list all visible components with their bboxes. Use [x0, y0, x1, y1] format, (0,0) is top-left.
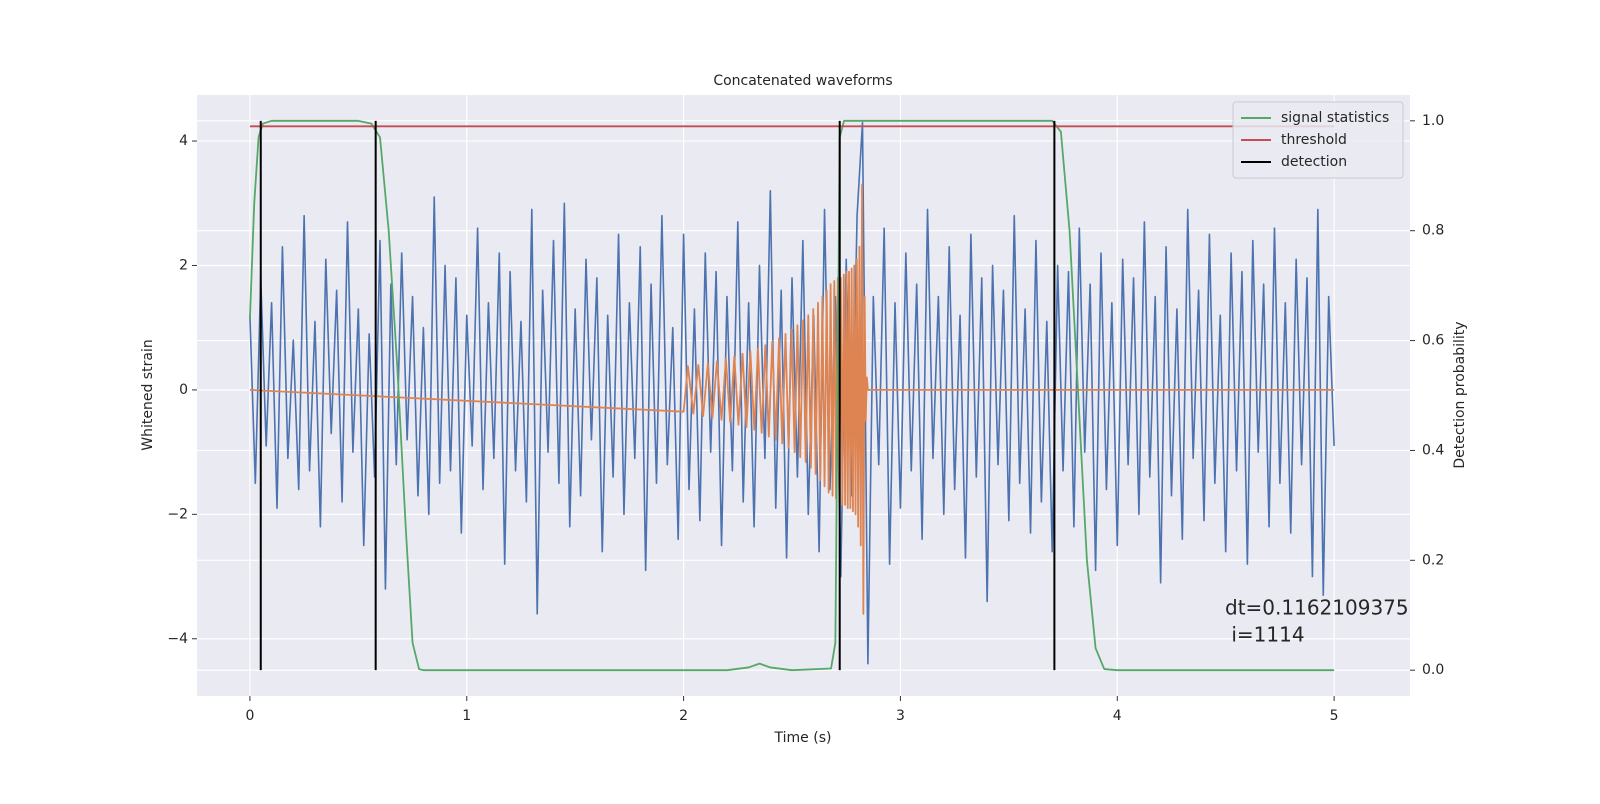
- x-tick-label: 1: [462, 708, 471, 724]
- y-tick-label: −2: [167, 506, 188, 522]
- y2-axis-label: Detection probability: [1452, 321, 1468, 468]
- x-tick-label: 0: [245, 708, 254, 724]
- y-tick-label: 4: [179, 133, 188, 149]
- annotation: dt=0.1162109375: [1225, 596, 1409, 620]
- y2-tick-label: 0.6: [1422, 333, 1444, 349]
- x-tick-label: 5: [1330, 708, 1339, 724]
- y2-tick-label: 0.0: [1422, 662, 1444, 678]
- x-tick-label: 4: [1113, 708, 1122, 724]
- legend-label: threshold: [1281, 132, 1347, 148]
- x-tick-label: 3: [896, 708, 905, 724]
- series-line: [249, 119, 1335, 672]
- y-axis-label: Whitened strain: [140, 339, 156, 450]
- y2-tick-label: 0.4: [1422, 442, 1444, 458]
- x-axis-label: Time (s): [774, 730, 832, 746]
- annotation: i=1114: [1225, 623, 1305, 647]
- x-tick-label: 2: [679, 708, 688, 724]
- y-tick-label: 0: [179, 382, 188, 398]
- y2-tick-label: 1.0: [1422, 113, 1444, 129]
- chart-title: Concatenated waveforms: [713, 73, 892, 89]
- y2-tick-label: 0.2: [1422, 552, 1444, 568]
- legend-label: signal statistics: [1281, 110, 1389, 126]
- series-line: [249, 183, 1335, 615]
- y2-tick-label: 0.8: [1422, 223, 1444, 239]
- series-line: [249, 121, 1335, 665]
- y-tick-label: −4: [167, 631, 188, 647]
- legend: [1232, 101, 1404, 179]
- legend-label: detection: [1281, 154, 1347, 170]
- y-tick-label: 2: [179, 257, 188, 273]
